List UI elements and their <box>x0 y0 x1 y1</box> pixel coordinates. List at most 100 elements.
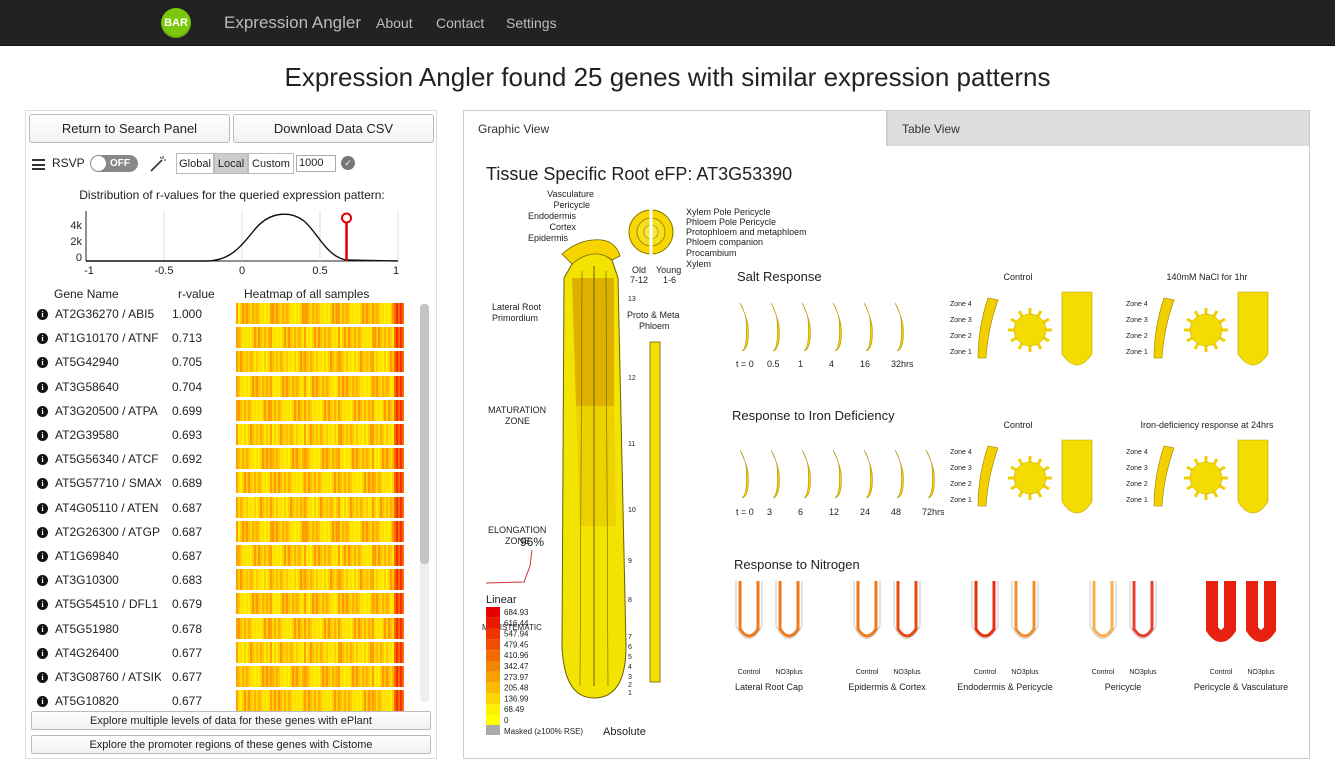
info-icon[interactable]: i <box>37 357 48 369</box>
info-icon[interactable]: i <box>37 672 48 683</box>
gene-row[interactable]: i AT2G39580 0.693 <box>34 424 414 446</box>
nitrogen-root-tissue[interactable] <box>896 581 918 638</box>
gene-name[interactable]: AT5G56340 / ATCF <box>55 452 159 467</box>
root-cross-section-small[interactable] <box>1013 461 1047 495</box>
gene-heatmap[interactable] <box>236 690 404 712</box>
eplant-button[interactable]: Explore multiple levels of data for thes… <box>31 711 431 730</box>
root-diagram[interactable] <box>561 239 661 699</box>
gene-row[interactable]: i AT1G10170 / ATNF 0.713 <box>34 327 414 349</box>
bar-logo[interactable]: BAR <box>161 8 191 38</box>
gene-row[interactable]: i AT5G56340 / ATCF 0.692 <box>34 448 414 470</box>
nitrogen-root-tissue[interactable] <box>778 581 800 638</box>
gene-heatmap[interactable] <box>236 617 404 639</box>
gene-row[interactable]: i AT3G20500 / ATPA 0.699 <box>34 399 414 422</box>
gene-name[interactable]: AT3G20500 / ATPA <box>55 403 158 418</box>
root-cross-section-small[interactable] <box>1189 461 1223 495</box>
custom-scale-input[interactable]: 1000 <box>296 155 336 172</box>
menu-icon[interactable] <box>32 159 45 170</box>
gene-name[interactable]: AT2G39580 <box>55 428 119 442</box>
gene-heatmap[interactable] <box>236 569 404 591</box>
gene-name[interactable]: AT4G26400 <box>55 645 119 660</box>
info-icon[interactable]: i <box>37 502 48 514</box>
seedling[interactable] <box>801 302 811 352</box>
gene-name[interactable]: AT5G54510 / DFL1 <box>55 597 159 612</box>
nitrogen-root-tissue[interactable] <box>856 581 878 638</box>
gene-row[interactable]: i AT2G26300 / ATGP 0.687 <box>34 520 414 543</box>
r-value-header[interactable]: r-value <box>178 287 215 301</box>
custom-scale-button[interactable]: Custom <box>248 153 294 174</box>
info-icon[interactable]: i <box>37 551 48 562</box>
nitrogen-root-tissue[interactable] <box>738 581 760 638</box>
info-icon[interactable]: i <box>37 405 48 417</box>
cistome-button[interactable]: Explore the promoter regions of these ge… <box>31 735 431 754</box>
gene-heatmap[interactable] <box>236 375 404 397</box>
gene-row[interactable]: i AT5G42940 0.705 <box>34 351 414 373</box>
info-icon[interactable]: i <box>37 381 48 393</box>
seedling[interactable] <box>894 449 904 499</box>
nitrogen-root-tissue[interactable] <box>1092 581 1114 638</box>
root-tip-diagram[interactable] <box>1237 291 1269 366</box>
root-tip-diagram[interactable] <box>1061 291 1093 366</box>
gene-row[interactable]: i AT5G54510 / DFL1 0.679 <box>34 593 414 615</box>
rsvp-toggle[interactable]: OFF <box>90 155 138 172</box>
download-csv-button[interactable]: Download Data CSV <box>233 114 434 143</box>
brand-link[interactable]: Expression Angler <box>224 13 362 32</box>
info-icon[interactable]: i <box>37 309 48 320</box>
iron-seedlings[interactable]: t = 0 3 6 12 24 48 72hrs <box>736 449 945 517</box>
tab-table-view[interactable]: Table View <box>887 110 1310 147</box>
gene-row[interactable]: i AT3G08760 / ATSIK 0.677 <box>34 666 414 688</box>
seedling[interactable] <box>832 302 842 352</box>
seedling[interactable] <box>739 449 749 499</box>
gene-name[interactable]: AT2G36270 / ABI5 <box>55 307 155 321</box>
scroll-thumb[interactable] <box>420 304 429 564</box>
root-tip-diagram[interactable] <box>1061 439 1093 514</box>
gene-name[interactable]: AT5G51980 <box>55 621 119 636</box>
nav-contact[interactable]: Contact <box>436 15 485 31</box>
gene-heatmap[interactable] <box>236 448 404 470</box>
gene-heatmap[interactable] <box>236 666 404 687</box>
global-scale-button[interactable]: Global <box>176 153 214 174</box>
seedling[interactable] <box>770 449 780 499</box>
gene-heatmap[interactable] <box>236 351 404 373</box>
gene-row[interactable]: i AT4G05110 / ATEN 0.687 <box>34 496 414 519</box>
gene-name[interactable]: AT1G69840 <box>55 549 119 563</box>
nitrogen-root-tissue[interactable] <box>974 581 996 638</box>
info-icon[interactable]: i <box>37 478 48 490</box>
gene-row[interactable]: i AT5G51980 0.678 <box>34 617 414 640</box>
seedling[interactable] <box>832 449 842 499</box>
gene-name[interactable]: AT1G10170 / ATNF <box>55 331 159 346</box>
info-icon[interactable]: i <box>37 623 48 635</box>
root-zone-diagram[interactable] <box>977 297 999 359</box>
seedling[interactable] <box>770 302 780 352</box>
gene-heatmap[interactable] <box>236 641 404 663</box>
info-icon[interactable]: i <box>37 430 48 441</box>
tab-graphic-view[interactable]: Graphic View <box>463 110 887 147</box>
info-icon[interactable]: i <box>37 599 48 611</box>
nitrogen-root-tissue[interactable] <box>1206 581 1236 642</box>
seedling[interactable] <box>863 302 873 352</box>
gene-name[interactable]: AT3G58640 <box>55 379 119 394</box>
root-zone-diagram[interactable] <box>977 445 999 507</box>
root-cross-section[interactable] <box>628 208 674 256</box>
info-icon[interactable]: i <box>37 575 48 587</box>
gene-heatmap[interactable] <box>236 303 404 324</box>
nav-settings[interactable]: Settings <box>506 15 557 31</box>
nav-about[interactable]: About <box>376 15 413 31</box>
gene-heatmap[interactable] <box>236 496 404 518</box>
info-icon[interactable]: i <box>37 333 48 345</box>
gene-name[interactable]: AT3G10300 <box>55 573 119 588</box>
nitrogen-root-tissue[interactable] <box>1014 581 1036 638</box>
info-icon[interactable]: i <box>37 526 48 538</box>
check-icon[interactable]: ✓ <box>341 156 355 170</box>
gene-row[interactable]: i AT5G57710 / SMAX 0.689 <box>34 472 414 494</box>
gene-heatmap[interactable] <box>236 593 404 615</box>
gene-name[interactable]: AT2G26300 / ATGP <box>55 524 160 539</box>
gene-name[interactable]: AT4G05110 / ATEN <box>55 500 159 515</box>
gene-name-header[interactable]: Gene Name <box>54 287 119 301</box>
seedling[interactable] <box>739 302 749 352</box>
gene-list-scrollbar[interactable] <box>420 304 429 702</box>
seedling[interactable] <box>863 449 873 499</box>
gene-name[interactable]: AT5G10820 <box>55 694 119 709</box>
gene-heatmap[interactable] <box>236 327 404 349</box>
gene-row[interactable]: i AT3G58640 0.704 <box>34 375 414 398</box>
